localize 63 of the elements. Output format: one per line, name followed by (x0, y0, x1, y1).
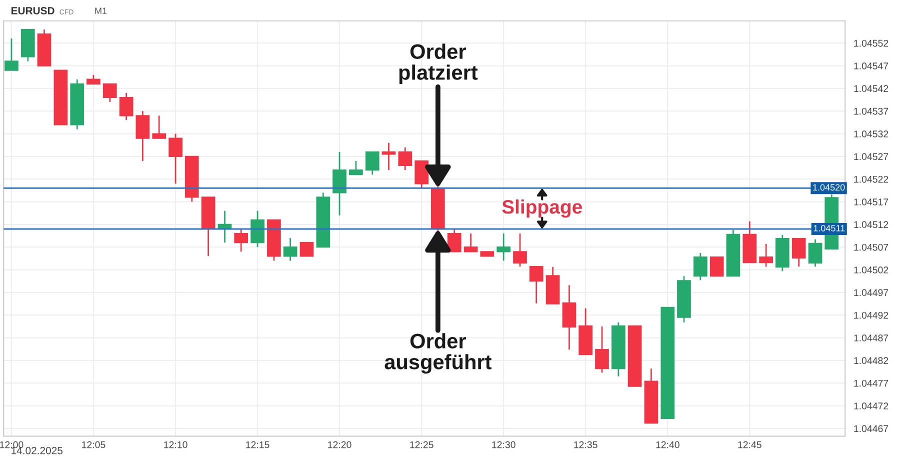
y-tick-label: 1.04532 (854, 130, 888, 138)
candlestick (496, 232, 511, 262)
ref-line-label: 1.04520 (813, 184, 845, 191)
ref-line-label: 1.04511 (814, 225, 845, 232)
text: M1 (95, 8, 107, 14)
x-tick-label: 12:45 (738, 441, 762, 448)
candlestick (119, 92, 134, 121)
candlestick (808, 238, 822, 268)
candlestick (168, 133, 182, 184)
candlestick (693, 252, 708, 281)
candlestick (283, 237, 298, 262)
candlestick (398, 146, 412, 171)
x-tick-label: 12:15 (246, 441, 270, 448)
y-tick-label: 1.04542 (854, 85, 888, 92)
y-tick-label: 1.04497 (854, 289, 888, 296)
y-tick-label: 1.04537 (854, 108, 888, 115)
y-tick-label: 1.04492 (854, 312, 888, 319)
candlestick (152, 114, 166, 139)
y-tick-label: 1.04547 (854, 62, 888, 70)
candlestick (4, 38, 18, 71)
annotation: Order platziert (399, 44, 478, 84)
candlestick (759, 243, 773, 268)
x-tick-label: 12:30 (492, 441, 516, 448)
x-tick-label: 12:10 (164, 441, 188, 448)
candlestick (513, 232, 527, 268)
y-tick-label: 1.04502 (854, 266, 888, 274)
y-tick-label: 1.04467 (854, 425, 888, 432)
annotation: Order ausgeführt (384, 333, 492, 374)
candlestick (365, 151, 380, 176)
candlestick (234, 228, 248, 252)
candlestick (300, 242, 314, 257)
y-tick-label: 1.04487 (854, 334, 888, 342)
y-tick-label: 1.04482 (854, 357, 888, 364)
candlestick (86, 74, 100, 85)
candlestick (349, 160, 363, 176)
x-tick-label: 12:05 (82, 441, 106, 448)
candlestick (136, 110, 150, 162)
x-tick-label: 12:20 (328, 441, 352, 448)
y-tick-label: 1.04477 (854, 380, 888, 387)
annotation: Slippage (502, 199, 582, 218)
candlestick (529, 266, 544, 304)
y-tick-label: 1.04472 (854, 402, 888, 410)
y-tick-label: 1.04527 (854, 153, 888, 160)
candlestick (447, 228, 462, 252)
candlestick (710, 256, 724, 277)
y-tick-label: 1.04517 (854, 198, 888, 206)
candlestick (102, 83, 117, 103)
y-tick-label: 1.04522 (854, 176, 888, 183)
candlestick (792, 238, 806, 268)
y-tick-label: 1.04507 (854, 244, 888, 251)
x-tick-label: 12:00 (0, 441, 24, 448)
chart-title: EURUSD (11, 7, 54, 14)
candlestick (464, 232, 478, 252)
candlestick (414, 160, 429, 189)
y-tick-label: 1.04512 (854, 221, 888, 228)
x-tick-label: 12:25 (410, 441, 434, 448)
y-tick-label: 1.04552 (854, 40, 888, 47)
candlestick (332, 151, 346, 216)
text: 14.02.2025 (12, 446, 62, 454)
x-tick-label: 12:35 (574, 441, 598, 448)
candlestick (595, 326, 609, 374)
x-tick-label: 12:40 (656, 441, 680, 448)
candlestick (250, 210, 264, 248)
